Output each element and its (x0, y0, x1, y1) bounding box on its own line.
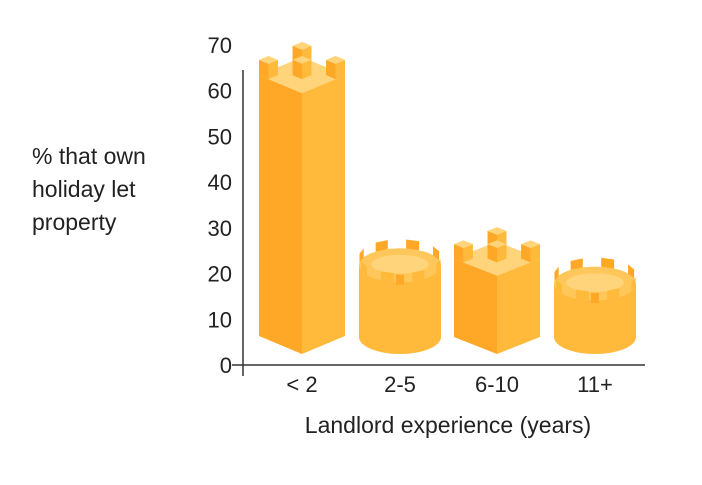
bar-2-merlon-0 (521, 240, 540, 263)
bar-0-left-face (259, 75, 302, 355)
y-tick-label-6: 60 (208, 79, 232, 104)
x-category-label-1: 2-5 (384, 372, 416, 397)
y-axis-title-line-2: holiday let (32, 176, 136, 202)
y-axis-title: % that own holiday let property (32, 143, 146, 235)
bar-3-body (554, 283, 636, 354)
bar-3-merlon-6 (601, 257, 615, 269)
bar-3-merlon-3 (555, 279, 563, 294)
x-axis-title: Landlord experience (years) (305, 412, 591, 438)
bar-2-right-face (497, 258, 540, 354)
y-tick-label-1: 10 (208, 307, 232, 332)
bar-1-merlon-7 (432, 246, 440, 261)
x-category-label-3: 11+ (577, 372, 613, 397)
y-axis-title-line-1: % that own (32, 143, 146, 169)
y-tick-label-4: 40 (208, 170, 232, 195)
bar-2-left-face (454, 258, 497, 354)
bar-0-merlon-3 (292, 55, 312, 80)
y-tick-label-7: 70 (208, 33, 232, 58)
y-axis-title-line-3: property (32, 209, 117, 235)
bar-2 (454, 227, 540, 354)
bar-1-merlon-4 (359, 248, 364, 263)
x-category-label-2: 6-10 (475, 372, 519, 397)
bar-2-merlon-1 (454, 240, 473, 263)
bar-1-top-inner (371, 254, 429, 274)
bar-3-merlon-0 (631, 277, 636, 292)
y-axis-ticks: 0 10 20 30 40 50 60 70 (208, 33, 232, 378)
bar-1-window (396, 274, 404, 285)
x-category-label-0: < 2 (286, 372, 317, 397)
bar-1-merlon-3 (360, 261, 368, 276)
bar-0-merlon-0 (326, 55, 345, 80)
bar-1-merlon-5 (375, 240, 388, 252)
bar-1-merlon-6 (406, 239, 420, 251)
bar-0-right-face (302, 75, 345, 355)
y-tick-label-5: 50 (208, 124, 232, 149)
bar-3-merlon-5 (570, 258, 583, 270)
bar-3-merlon-2 (575, 289, 589, 301)
bar-1-merlon-2 (380, 271, 394, 283)
bar-1-body (359, 265, 441, 354)
bars (259, 41, 636, 355)
bar-3-merlon-4 (554, 266, 559, 282)
bar-2-merlon-3 (487, 240, 507, 263)
bar-0-merlon-1 (259, 55, 278, 80)
bar-1 (359, 239, 441, 354)
bar-1-merlon-0 (436, 258, 441, 274)
bar-3 (554, 257, 636, 354)
bar-0 (259, 41, 345, 355)
x-axis-categories: < 2 2-5 6-10 11+ (286, 372, 612, 397)
bar-3-top-inner (566, 273, 624, 292)
bar-1-merlon-1 (412, 269, 425, 282)
bar-3-merlon-7 (627, 264, 635, 279)
y-tick-label-0: 0 (220, 353, 232, 378)
y-tick-label-3: 30 (208, 216, 232, 241)
y-tick-label-2: 20 (208, 262, 232, 287)
bar-3-merlon-1 (607, 288, 620, 300)
bar-3-window (591, 292, 599, 303)
